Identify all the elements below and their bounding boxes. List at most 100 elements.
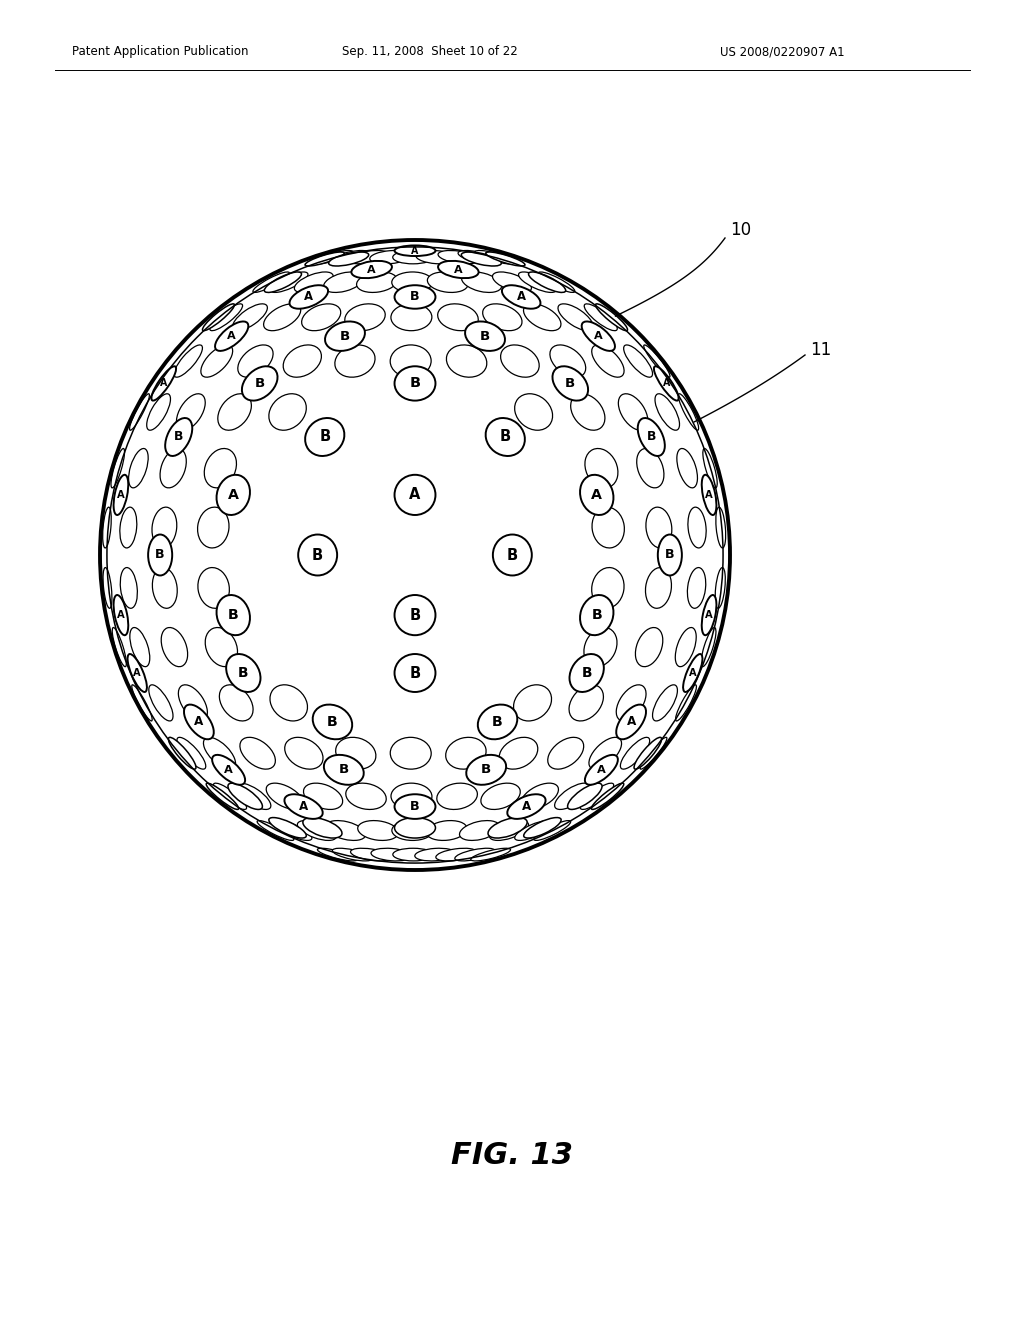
Ellipse shape bbox=[270, 685, 307, 721]
Ellipse shape bbox=[462, 252, 502, 267]
Ellipse shape bbox=[638, 418, 665, 455]
Text: B: B bbox=[238, 667, 249, 680]
Ellipse shape bbox=[215, 322, 249, 351]
Ellipse shape bbox=[336, 738, 376, 770]
Ellipse shape bbox=[206, 783, 239, 809]
Ellipse shape bbox=[312, 705, 352, 739]
Text: A: A bbox=[224, 764, 233, 775]
Ellipse shape bbox=[325, 322, 365, 351]
Ellipse shape bbox=[317, 849, 357, 861]
Ellipse shape bbox=[515, 821, 553, 841]
Ellipse shape bbox=[305, 418, 344, 455]
Text: A: A bbox=[133, 668, 141, 678]
Ellipse shape bbox=[426, 821, 467, 841]
Ellipse shape bbox=[120, 507, 137, 548]
Ellipse shape bbox=[553, 366, 588, 400]
Ellipse shape bbox=[392, 821, 433, 841]
Ellipse shape bbox=[489, 821, 528, 841]
Ellipse shape bbox=[521, 783, 558, 809]
Ellipse shape bbox=[113, 627, 126, 667]
Ellipse shape bbox=[416, 251, 457, 264]
Ellipse shape bbox=[488, 817, 527, 838]
Ellipse shape bbox=[114, 475, 128, 515]
Ellipse shape bbox=[592, 783, 624, 809]
Ellipse shape bbox=[303, 783, 343, 809]
Ellipse shape bbox=[585, 304, 617, 331]
Ellipse shape bbox=[523, 304, 561, 331]
Ellipse shape bbox=[285, 738, 323, 770]
Ellipse shape bbox=[176, 393, 205, 430]
Text: A: A bbox=[195, 715, 204, 729]
Ellipse shape bbox=[462, 272, 502, 293]
Text: B: B bbox=[339, 763, 349, 776]
Ellipse shape bbox=[715, 568, 725, 609]
Ellipse shape bbox=[636, 627, 663, 667]
Ellipse shape bbox=[436, 849, 476, 861]
Ellipse shape bbox=[438, 251, 478, 264]
Ellipse shape bbox=[130, 393, 150, 430]
Text: B: B bbox=[565, 378, 575, 389]
Ellipse shape bbox=[471, 849, 511, 861]
Ellipse shape bbox=[329, 252, 369, 267]
Text: B: B bbox=[646, 430, 656, 444]
Ellipse shape bbox=[585, 755, 617, 785]
Ellipse shape bbox=[148, 685, 173, 721]
Ellipse shape bbox=[655, 393, 680, 430]
Text: 10: 10 bbox=[730, 220, 752, 239]
Ellipse shape bbox=[589, 738, 622, 770]
Ellipse shape bbox=[677, 449, 697, 488]
Ellipse shape bbox=[580, 475, 613, 515]
Ellipse shape bbox=[621, 738, 649, 770]
Ellipse shape bbox=[534, 821, 570, 841]
Ellipse shape bbox=[238, 345, 273, 378]
Text: B: B bbox=[592, 609, 602, 622]
Ellipse shape bbox=[219, 685, 253, 721]
Ellipse shape bbox=[313, 251, 353, 264]
Ellipse shape bbox=[205, 627, 238, 667]
Ellipse shape bbox=[329, 251, 369, 264]
Ellipse shape bbox=[132, 685, 153, 721]
Text: A: A bbox=[706, 610, 713, 620]
Ellipse shape bbox=[184, 705, 214, 739]
Ellipse shape bbox=[294, 272, 333, 293]
Text: B: B bbox=[582, 667, 592, 680]
Ellipse shape bbox=[130, 627, 150, 667]
Ellipse shape bbox=[394, 285, 435, 309]
Text: A: A bbox=[304, 290, 313, 304]
Ellipse shape bbox=[257, 821, 294, 841]
Ellipse shape bbox=[640, 738, 667, 770]
Ellipse shape bbox=[129, 449, 148, 488]
Text: A: A bbox=[227, 488, 239, 502]
Ellipse shape bbox=[645, 568, 672, 609]
Ellipse shape bbox=[351, 261, 392, 279]
Text: A: A bbox=[117, 490, 125, 500]
Ellipse shape bbox=[637, 449, 664, 488]
Ellipse shape bbox=[102, 507, 112, 548]
Ellipse shape bbox=[161, 627, 187, 667]
Ellipse shape bbox=[198, 568, 229, 609]
Ellipse shape bbox=[592, 507, 625, 548]
Ellipse shape bbox=[128, 653, 146, 692]
Ellipse shape bbox=[634, 738, 662, 770]
Ellipse shape bbox=[616, 705, 646, 739]
Ellipse shape bbox=[592, 568, 624, 609]
Ellipse shape bbox=[391, 304, 432, 331]
Ellipse shape bbox=[582, 322, 615, 351]
Ellipse shape bbox=[687, 568, 706, 609]
Text: A: A bbox=[597, 764, 606, 775]
Ellipse shape bbox=[646, 507, 672, 548]
Ellipse shape bbox=[702, 449, 717, 488]
Ellipse shape bbox=[475, 251, 514, 264]
Ellipse shape bbox=[303, 817, 342, 838]
Ellipse shape bbox=[485, 252, 525, 267]
Text: A: A bbox=[663, 379, 670, 388]
Ellipse shape bbox=[523, 817, 561, 838]
Ellipse shape bbox=[458, 251, 499, 264]
Ellipse shape bbox=[644, 345, 670, 378]
Text: FIG. 13: FIG. 13 bbox=[451, 1140, 573, 1170]
Ellipse shape bbox=[585, 449, 617, 488]
Text: 11: 11 bbox=[810, 341, 831, 359]
Ellipse shape bbox=[570, 393, 605, 430]
Text: A: A bbox=[454, 264, 463, 275]
Text: A: A bbox=[410, 487, 421, 503]
